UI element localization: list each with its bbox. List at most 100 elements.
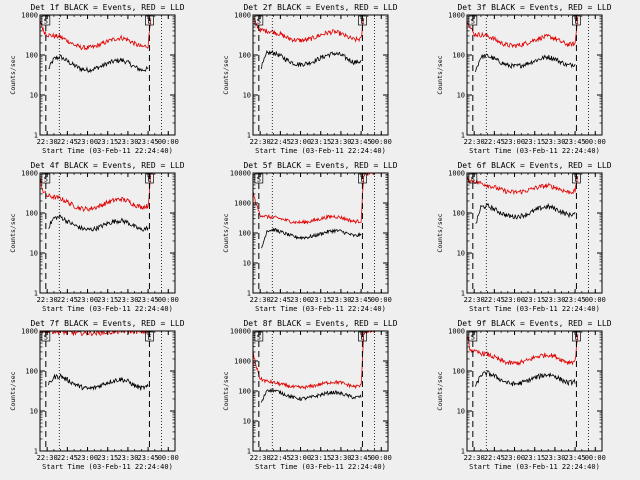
x-tick-label: 00:00 (585, 138, 606, 146)
panel-det-4: Det 4f BLACK = Events, RED = LLD S E 1 10 100… (9, 161, 185, 313)
x-tick-label: 23:45 (565, 454, 586, 462)
x-tick-label: 22:45 (270, 296, 291, 304)
y-tick-label: 1000 (21, 328, 38, 336)
x-tick-label: 22:30 (37, 454, 58, 462)
lld-series-line (467, 332, 579, 366)
marker-label: S (471, 18, 475, 26)
x-tick-label: 23:15 (310, 454, 331, 462)
marker-box (41, 331, 51, 342)
x-tick-label: 23:15 (97, 296, 118, 304)
y-tick-label: 1000 (448, 12, 465, 20)
x-axis-label: Start Time (03-Feb-11 22:24:40) (255, 463, 386, 471)
x-tick-label: 23:00 (504, 138, 525, 146)
x-tick-label: 23:00 (504, 296, 525, 304)
marker-box (41, 173, 51, 184)
events-series-line (261, 227, 362, 249)
x-tick-label: 23:45 (351, 296, 372, 304)
x-tick-label: 23:45 (138, 296, 159, 304)
x-tick-label: 00:00 (585, 296, 606, 304)
y-tick-label: 1000 (234, 358, 251, 366)
y-axis-label: Counts/sec (436, 371, 444, 410)
x-tick-label: 23:15 (524, 296, 545, 304)
y-tick-label: 10000 (230, 170, 251, 178)
marker-label: E (147, 18, 151, 26)
x-tick-label: 00:00 (371, 138, 392, 146)
marker-box (145, 331, 154, 342)
x-tick-label: 00:00 (158, 296, 179, 304)
x-tick-label: 00:00 (585, 454, 606, 462)
x-tick-label: 22:45 (484, 296, 505, 304)
x-axis-label: Start Time (03-Feb-11 22:24:40) (255, 147, 386, 155)
y-axis-label: Counts/sec (9, 371, 17, 410)
x-tick-label: 23:45 (138, 138, 159, 146)
y-tick-label: 100 (238, 388, 251, 396)
y-tick-label: 100 (25, 52, 38, 60)
panel-title: Det 6f BLACK = Events, RED = LLD (457, 161, 611, 170)
y-axis-label: Counts/sec (222, 55, 230, 94)
x-tick-label: 22:30 (464, 454, 485, 462)
events-series-line (475, 53, 576, 73)
y-tick-label: 1000 (21, 12, 38, 20)
marker-label: S (44, 18, 48, 26)
x-tick-label: 23:30 (330, 138, 351, 146)
y-tick-label: 100 (452, 210, 465, 218)
x-tick-label: 23:00 (77, 454, 98, 462)
x-tick-label: 23:15 (310, 296, 331, 304)
marker-box (468, 331, 478, 342)
marker-label: E (574, 18, 578, 26)
panel-title: Det 4f BLACK = Events, RED = LLD (30, 161, 184, 170)
lld-series-line (253, 331, 375, 391)
marker-box (572, 15, 581, 26)
plot-frame (39, 330, 176, 452)
x-tick-label: 23:00 (77, 296, 98, 304)
panel-title: Det 3f BLACK = Events, RED = LLD (457, 3, 611, 12)
panel-title: Det 1f BLACK = Events, RED = LLD (30, 3, 184, 12)
panel-det-5: Det 5f BLACK = Events, RED = LLD S E 1 10 100… (222, 161, 398, 313)
y-tick-label: 100 (452, 368, 465, 376)
events-series-line (261, 387, 362, 403)
y-axis-label: Counts/sec (9, 213, 17, 252)
x-tick-label: 22:45 (270, 454, 291, 462)
marker-label: E (360, 18, 364, 26)
lld-series-line (467, 16, 579, 49)
panel-det-7: Det 7f BLACK = Events, RED = LLD S E 1 10 100… (9, 319, 185, 471)
x-tick-label: 22:30 (464, 296, 485, 304)
events-series-line (475, 370, 576, 387)
y-tick-label: 10 (30, 408, 38, 416)
events-series-line (48, 213, 149, 232)
x-tick-label: 23:30 (117, 296, 138, 304)
marker-box (41, 15, 51, 26)
plot-frame (466, 172, 603, 294)
y-axis-label: Counts/sec (222, 371, 230, 410)
plot-frame (466, 330, 603, 452)
y-axis-label: Counts/sec (436, 213, 444, 252)
x-axis-label: Start Time (03-Feb-11 22:24:40) (42, 305, 173, 313)
y-tick-label: 100 (452, 52, 465, 60)
panel-det-3: Det 3f BLACK = Events, RED = LLD S E 1 10 100… (436, 3, 612, 155)
x-tick-label: 23:00 (290, 454, 311, 462)
y-tick-label: 1 (461, 448, 465, 456)
panel-det-2: Det 2f BLACK = Events, RED = LLD S E 1 10 100… (222, 3, 398, 155)
x-tick-label: 23:30 (544, 454, 565, 462)
x-tick-label: 00:00 (371, 296, 392, 304)
marker-label: S (257, 18, 261, 26)
x-tick-label: 22:30 (37, 296, 58, 304)
x-tick-label: 23:45 (565, 138, 586, 146)
x-axis-label: Start Time (03-Feb-11 22:24:40) (255, 305, 386, 313)
y-tick-label: 1000 (234, 12, 251, 20)
x-tick-label: 23:30 (117, 138, 138, 146)
lld-series-line (253, 173, 375, 225)
marker-label: S (257, 176, 261, 184)
x-tick-label: 22:45 (484, 138, 505, 146)
panel-title: Det 2f BLACK = Events, RED = LLD (243, 3, 397, 12)
x-tick-label: 22:30 (250, 454, 271, 462)
events-series-line (475, 202, 576, 224)
marker-label: S (44, 334, 48, 342)
y-axis-label: Counts/sec (222, 213, 230, 252)
y-axis-label: Counts/sec (436, 55, 444, 94)
marker-box (358, 15, 367, 26)
panel-title: Det 8f BLACK = Events, RED = LLD (243, 319, 397, 328)
marker-box (572, 173, 581, 184)
